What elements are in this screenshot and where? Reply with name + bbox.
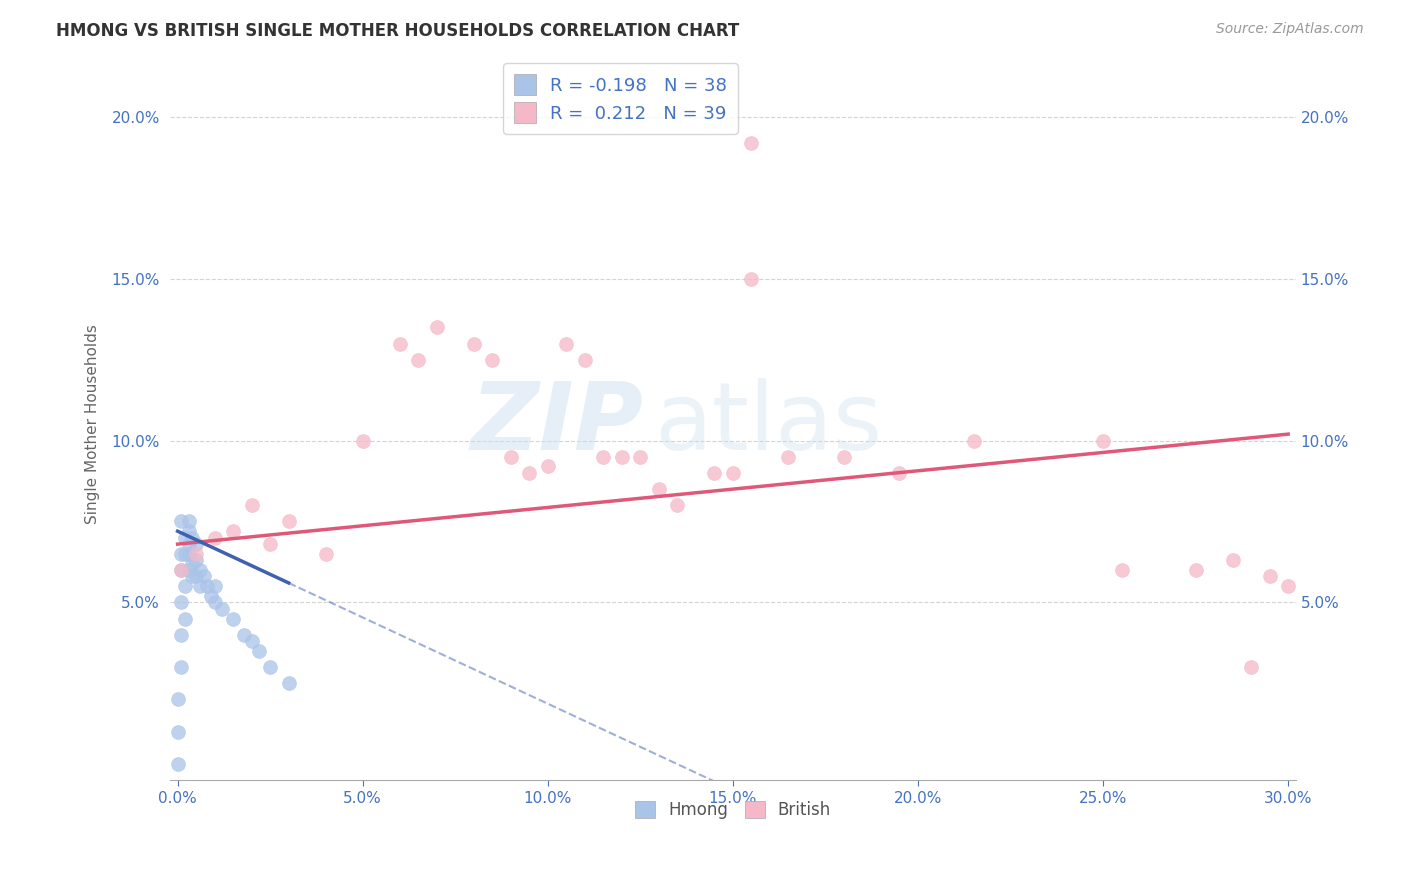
Point [188, 563, 211, 577]
Point [703, 466, 725, 480]
Point [188, 579, 211, 593]
Point [388, 336, 411, 351]
Point [222, 611, 245, 625]
Text: atlas: atlas [654, 378, 883, 470]
Point [1258, 569, 1281, 583]
Point [166, 724, 188, 739]
Point [1277, 579, 1299, 593]
Point [170, 563, 193, 577]
Point [195, 579, 218, 593]
Point [962, 434, 984, 448]
Point [889, 466, 911, 480]
Text: ZIP: ZIP [470, 378, 643, 470]
Point [610, 450, 633, 464]
Point [170, 660, 193, 674]
Point [177, 524, 200, 538]
Point [204, 579, 226, 593]
Point [555, 336, 578, 351]
Point [1184, 563, 1206, 577]
Point [1222, 553, 1244, 567]
Point [277, 515, 299, 529]
Point [184, 547, 207, 561]
Point [259, 537, 281, 551]
Point [1240, 660, 1263, 674]
Point [259, 660, 281, 674]
Point [240, 634, 263, 648]
Point [277, 676, 299, 690]
Point [211, 602, 233, 616]
Point [204, 531, 226, 545]
Point [174, 531, 197, 545]
Point [648, 482, 671, 496]
Point [177, 537, 200, 551]
Point [166, 757, 188, 772]
Point [574, 352, 596, 367]
Point [170, 563, 193, 577]
Point [628, 450, 651, 464]
Point [166, 692, 188, 706]
Point [499, 450, 522, 464]
Point [240, 498, 263, 512]
Point [184, 537, 207, 551]
Point [233, 628, 256, 642]
Point [174, 611, 197, 625]
Point [463, 336, 485, 351]
Text: HMONG VS BRITISH SINGLE MOTHER HOUSEHOLDS CORRELATION CHART: HMONG VS BRITISH SINGLE MOTHER HOUSEHOLD… [56, 22, 740, 40]
Y-axis label: Single Mother Households: Single Mother Households [86, 325, 100, 524]
Point [174, 547, 197, 561]
Point [193, 569, 215, 583]
Point [170, 628, 193, 642]
Point [177, 515, 200, 529]
Point [204, 595, 226, 609]
Point [778, 450, 800, 464]
Point [247, 644, 270, 658]
Point [181, 557, 204, 571]
Point [426, 320, 449, 334]
Point [1111, 563, 1133, 577]
Point [352, 434, 374, 448]
Point [481, 352, 503, 367]
Point [170, 547, 193, 561]
Point [184, 553, 207, 567]
Point [200, 589, 222, 603]
Point [666, 498, 689, 512]
Point [740, 136, 762, 150]
Point [517, 466, 540, 480]
Point [184, 569, 207, 583]
Point [740, 272, 762, 286]
Point [170, 595, 193, 609]
Legend: Hmong, British: Hmong, British [628, 794, 838, 825]
Point [406, 352, 429, 367]
Point [1092, 434, 1115, 448]
Point [177, 563, 200, 577]
Point [170, 515, 193, 529]
Point [832, 450, 855, 464]
Point [315, 547, 337, 561]
Point [592, 450, 614, 464]
Point [222, 524, 245, 538]
Point [537, 459, 560, 474]
Point [177, 547, 200, 561]
Point [174, 579, 197, 593]
Point [721, 466, 744, 480]
Point [181, 531, 204, 545]
Point [181, 569, 204, 583]
Text: Source: ZipAtlas.com: Source: ZipAtlas.com [1216, 22, 1364, 37]
